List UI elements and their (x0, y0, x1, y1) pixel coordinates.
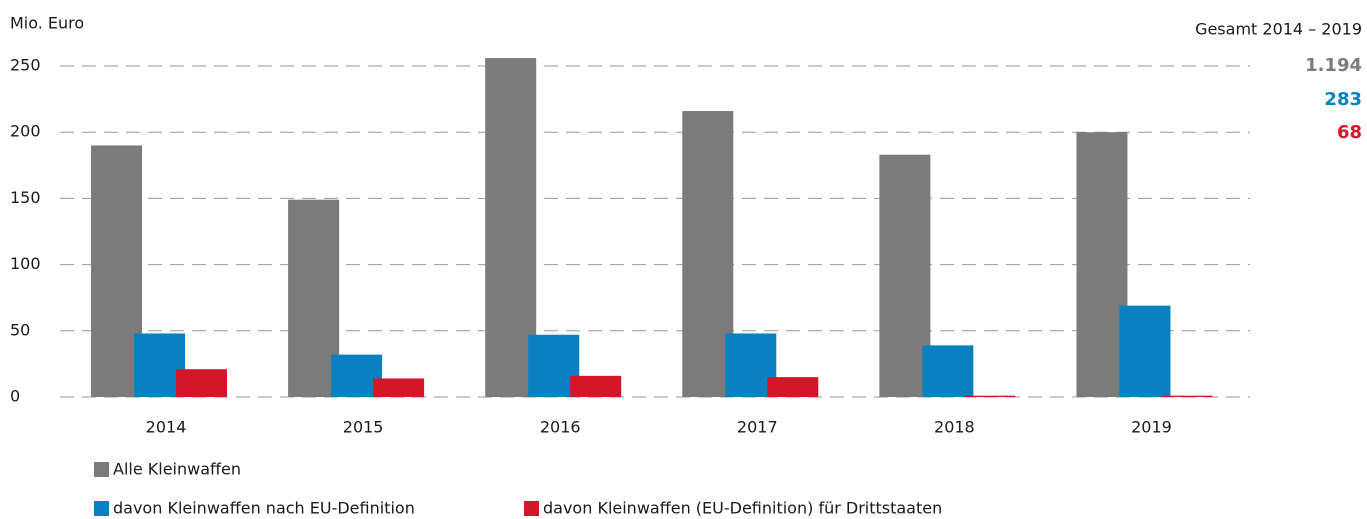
x-tick-label: 2016 (540, 418, 581, 437)
bar (570, 375, 622, 397)
bar (485, 58, 537, 397)
legend-swatch (94, 501, 109, 516)
legend-label: Alle Kleinwaffen (113, 460, 241, 479)
x-tick-label: 2019 (1131, 418, 1172, 437)
bar (1119, 305, 1171, 397)
bar (288, 199, 340, 397)
x-tick-label: 2014 (146, 418, 187, 437)
bar (879, 154, 931, 397)
bar (767, 377, 819, 397)
y-tick-label: 150 (10, 188, 41, 207)
bar (91, 145, 143, 397)
legend-label: davon Kleinwaffen nach EU-Definition (113, 499, 415, 518)
bar (1076, 132, 1128, 397)
y-tick-label: 250 (10, 56, 41, 75)
bar (373, 378, 425, 397)
y-tick-label: 200 (10, 122, 41, 141)
bar (922, 345, 974, 397)
bar (682, 111, 734, 398)
bar (1161, 395, 1213, 397)
x-tick-label: 2017 (737, 418, 778, 437)
legend-swatch (94, 462, 109, 477)
legend-swatch (524, 501, 539, 516)
x-tick-label: 2018 (934, 418, 975, 437)
y-tick-label: 100 (10, 254, 41, 273)
bar (176, 369, 228, 397)
y-axis-label: Mio. Euro (10, 14, 84, 33)
totals-title: Gesamt 2014 – 2019 (1195, 20, 1362, 39)
total-value: 283 (1324, 89, 1362, 110)
total-value: 1.194 (1305, 55, 1362, 76)
y-tick-label: 50 (10, 320, 30, 339)
legend-label: davon Kleinwaffen (EU-Definition) für Dr… (543, 499, 942, 518)
bar (964, 395, 1016, 397)
y-tick-label: 0 (10, 387, 20, 406)
x-tick-label: 2015 (343, 418, 384, 437)
total-value: 68 (1337, 122, 1362, 143)
